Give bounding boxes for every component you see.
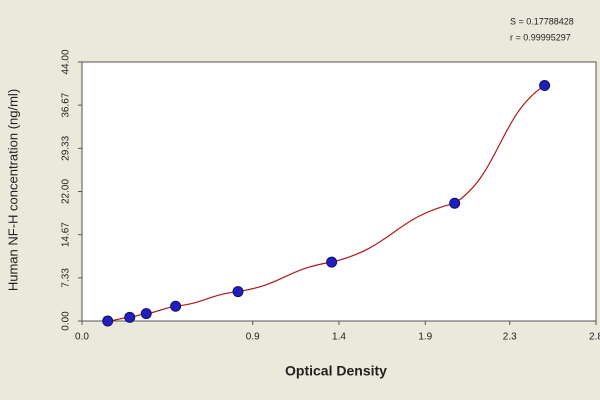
- point: [232, 286, 244, 298]
- point: [124, 311, 136, 323]
- y-tick-label: 44.00: [61, 49, 72, 74]
- x-tick-label: 0.0: [75, 332, 89, 343]
- annotation: r = 0.99995297: [510, 32, 571, 42]
- y-tick-label: 7.33: [61, 268, 72, 288]
- x-tick-label: 1.4: [332, 332, 346, 343]
- x-tick-label: 2.8: [589, 332, 600, 343]
- point: [170, 300, 182, 312]
- point: [326, 256, 338, 268]
- x-tick-label: 1.9: [418, 332, 432, 343]
- y-axis-label: Human NF-H concentration (ng/ml): [5, 89, 20, 291]
- x-tick-label: 0.9: [246, 332, 260, 343]
- point: [140, 308, 152, 320]
- x-axis-label: Optical Density: [285, 363, 387, 379]
- point: [449, 197, 461, 209]
- point: [102, 315, 114, 327]
- y-tick-label: 14.67: [61, 222, 72, 247]
- y-tick-label: 36.67: [61, 92, 72, 117]
- point: [539, 80, 551, 92]
- annotation: S = 0.17788428: [510, 16, 574, 26]
- x-tick-label: 2.3: [503, 332, 517, 343]
- y-tick-label: 22.00: [61, 179, 72, 204]
- y-tick-label: 29.33: [61, 135, 72, 160]
- y-tick-label: 0.00: [61, 311, 72, 331]
- plot-area: [81, 61, 597, 322]
